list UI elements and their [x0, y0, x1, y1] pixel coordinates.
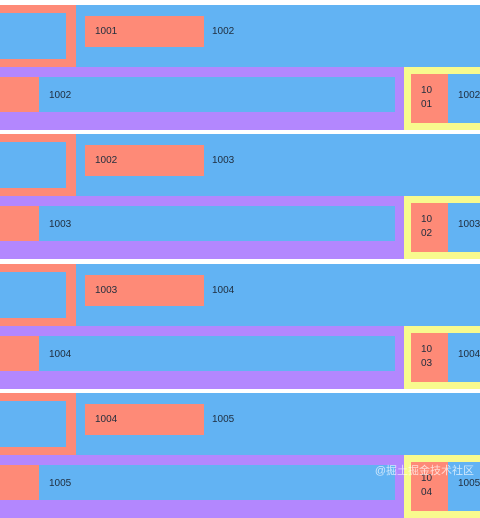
- top-left-box: [0, 5, 76, 67]
- side-box: 1003 1004: [404, 326, 480, 389]
- bottom-row: 1005: [0, 455, 404, 518]
- bottom-bar-label: 1003: [49, 219, 72, 230]
- layout-group: 1001 1002 1002 1001 1002: [0, 5, 480, 130]
- top-left-inner: [0, 401, 66, 447]
- bottom-bar-label: 1004: [49, 349, 72, 360]
- layout-group: 1002 1003 1003 1002 1003: [0, 134, 480, 259]
- bottom-bar-label: 1002: [49, 90, 72, 101]
- top-next-label: 1002: [212, 26, 235, 37]
- top-tag-label: 1004: [95, 414, 118, 425]
- side-chip: 1003: [411, 333, 448, 382]
- top-tag-label: 1002: [95, 155, 118, 166]
- top-left-inner: [0, 13, 66, 59]
- bottom-row: 1002: [0, 67, 404, 130]
- bottom-bar: 1005: [0, 465, 395, 500]
- side-label: 1002: [458, 90, 480, 101]
- side-inner: 1003 1004: [411, 333, 480, 382]
- side-inner: 1002 1003: [411, 203, 480, 252]
- side-label: 1004: [458, 349, 480, 360]
- side-chip: 1002: [411, 203, 448, 252]
- side-inner: 1001 1002: [411, 74, 480, 123]
- top-left-box: [0, 134, 76, 196]
- top-row: 1004 1005: [0, 393, 480, 455]
- bottom-row: 1004: [0, 326, 404, 389]
- side-chip: 1001: [411, 74, 448, 123]
- top-row: 1001 1002: [0, 5, 480, 67]
- bottom-bar: 1002: [0, 77, 395, 112]
- top-row: 1002 1003: [0, 134, 480, 196]
- watermark: @掘土掘金技术社区: [374, 465, 474, 477]
- side-box: 1002 1003: [404, 196, 480, 259]
- layout-group: 1004 1005 1005 1004 1005: [0, 393, 480, 518]
- side-chip-label: 1002: [421, 214, 433, 239]
- bottom-bar: 1003: [0, 206, 395, 241]
- top-tag: 1001: [85, 16, 204, 47]
- top-left-box: [0, 393, 76, 455]
- bottom-bar-chip: [0, 206, 39, 241]
- bottom-bar-chip: [0, 336, 39, 371]
- top-tag-label: 1003: [95, 285, 118, 296]
- side-label: 1003: [458, 219, 480, 230]
- top-next-label: 1005: [212, 414, 235, 425]
- side-chip-label: 1003: [421, 344, 433, 369]
- bottom-bar-chip: [0, 465, 39, 500]
- bottom-bar: 1004: [0, 336, 395, 371]
- top-tag: 1003: [85, 275, 204, 306]
- side-chip-label: 1001: [421, 85, 433, 110]
- top-left-inner: [0, 272, 66, 318]
- top-left-inner: [0, 142, 66, 188]
- top-tag: 1004: [85, 404, 204, 435]
- side-box: 1001 1002: [404, 67, 480, 130]
- layout-group: 1003 1004 1004 1003 1004: [0, 264, 480, 389]
- top-next-label: 1003: [212, 155, 235, 166]
- top-left-box: [0, 264, 76, 326]
- bottom-bar-chip: [0, 77, 39, 112]
- top-tag-label: 1001: [95, 26, 118, 37]
- top-row: 1003 1004: [0, 264, 480, 326]
- top-next-label: 1004: [212, 285, 235, 296]
- top-tag: 1002: [85, 145, 204, 176]
- bottom-row: 1003: [0, 196, 404, 259]
